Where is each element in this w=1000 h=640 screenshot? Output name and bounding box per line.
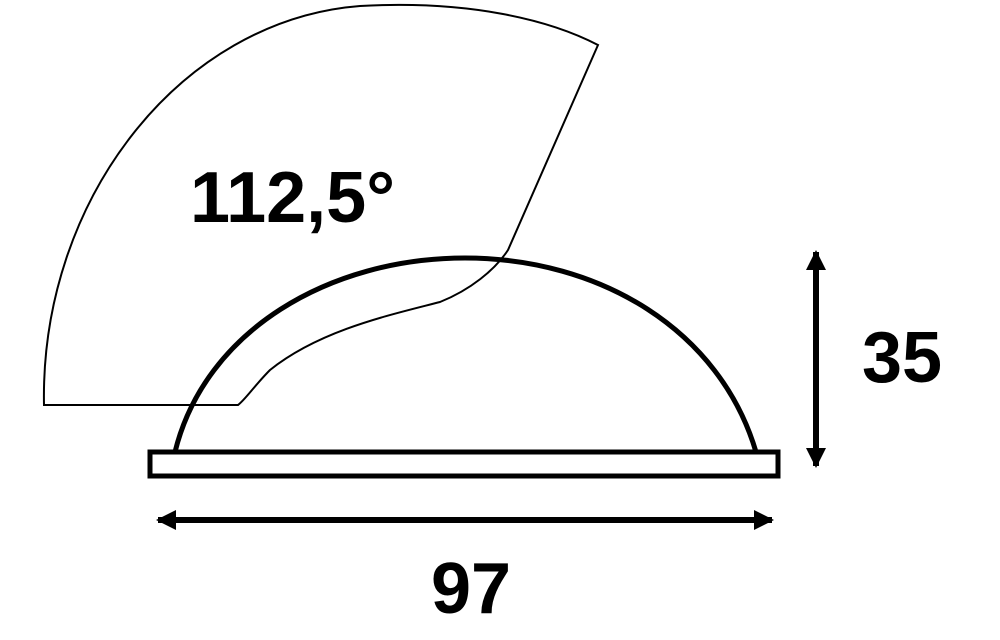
height-label: 35 [862, 318, 942, 398]
width-label: 97 [431, 549, 511, 629]
base-plate [147, 449, 781, 479]
opening-angle-sector [42, 3, 600, 406]
dome-cover [172, 255, 759, 453]
angle-label: 112,5° [190, 158, 395, 238]
